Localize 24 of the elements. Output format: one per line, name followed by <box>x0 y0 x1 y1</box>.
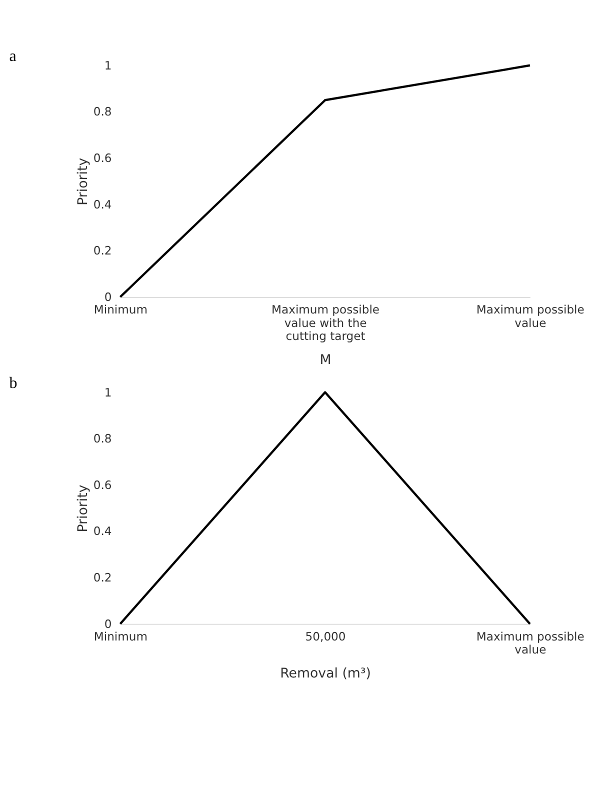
chart-title: a <box>9 48 16 65</box>
y-tick-label: 0.4 <box>93 524 112 538</box>
x-axis-title: Removal (m³) <box>280 666 372 682</box>
x-axis-title: M <box>320 353 332 368</box>
y-tick-label: 0 <box>104 290 112 304</box>
x-tick-label: Minimum <box>94 302 148 316</box>
y-tick-label: 1 <box>104 58 112 72</box>
y-tick-label: 0.8 <box>93 104 112 119</box>
y-tick-label: 0.4 <box>93 197 112 212</box>
y-tick-label: 1 <box>104 385 112 400</box>
y-tick-label: 0.2 <box>93 244 112 258</box>
x-tick-label: Maximum possible value <box>476 629 584 657</box>
y-tick-label: 0.6 <box>93 478 112 492</box>
y-tick-label: 0.6 <box>93 151 112 166</box>
y-axis-title: Priority <box>76 484 92 532</box>
x-tick-label: Maximum possible value with the cutting target <box>272 302 380 344</box>
x-tick-label: Maximum possible value <box>476 302 584 330</box>
y-tick-label: 0.2 <box>93 570 112 585</box>
chart-title: b <box>9 374 18 392</box>
x-tick-label: Minimum <box>94 629 148 644</box>
y-tick-label: 0.8 <box>93 432 112 446</box>
x-tick-label: 50,000 <box>305 629 346 644</box>
y-axis-title: Priority <box>76 158 92 206</box>
y-tick-label: 0 <box>104 616 112 631</box>
